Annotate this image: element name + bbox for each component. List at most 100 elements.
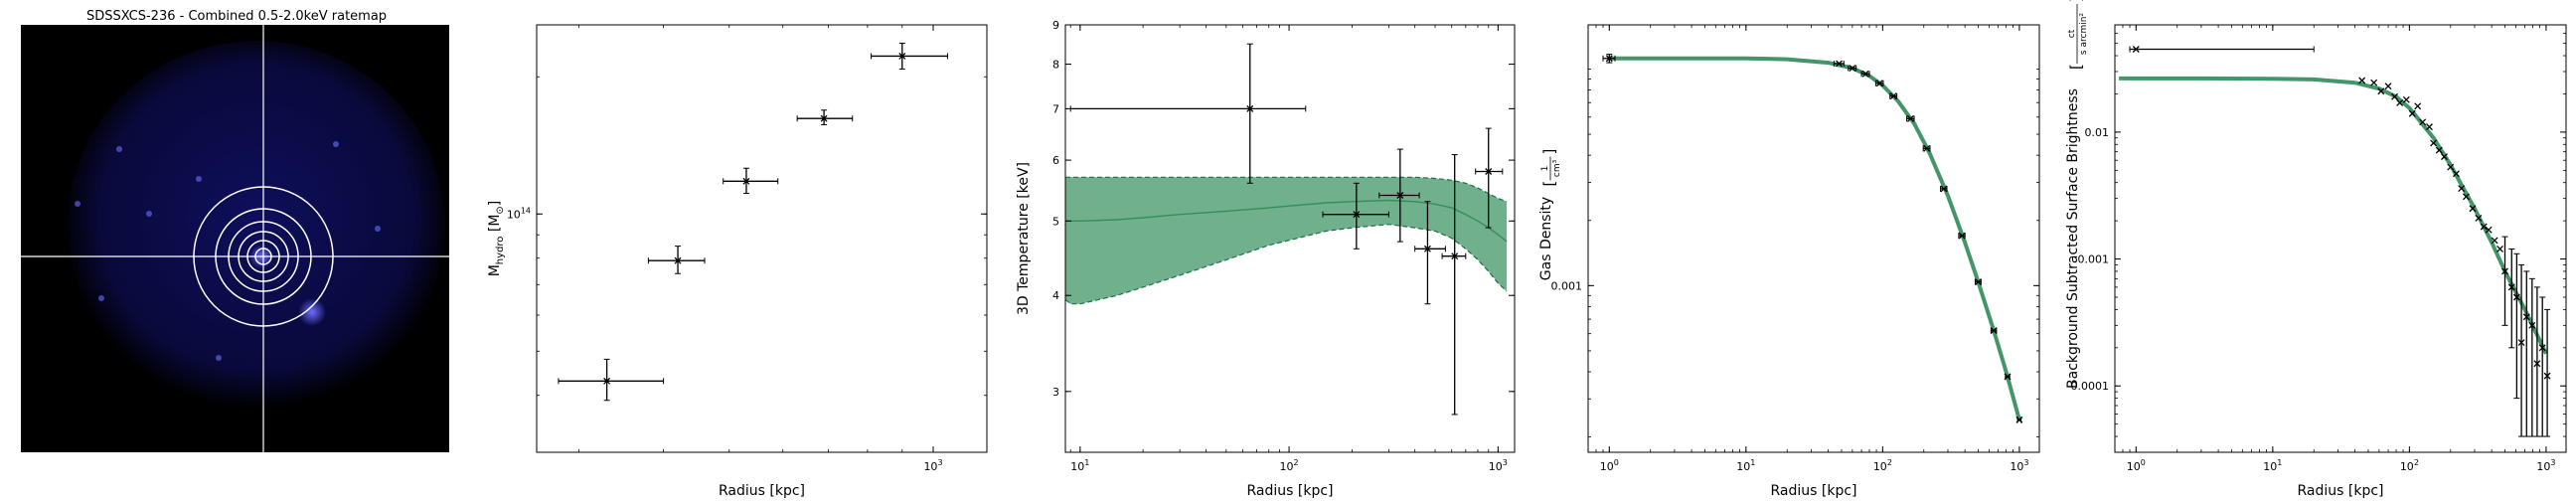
data-point [2419,118,2427,126]
data-point [2469,205,2477,213]
point-marker [1958,232,1966,240]
x-tick-base: 10 [1489,460,1503,473]
data-point [1475,127,1504,229]
x-tick-base: 10 [1070,460,1084,473]
point-marker [2507,283,2515,291]
point-marker [1396,192,1404,199]
y-tick-label: 8 [1052,59,1059,72]
data-point [2517,263,2525,437]
point-marker [2453,170,2460,178]
data-point [2512,252,2520,400]
data-point [2370,79,2378,86]
data-point [2462,193,2470,201]
ratemap-point-source [75,201,80,207]
x-axis-label: Radius [kpc] [1246,483,1333,499]
point-marker [2370,79,2378,86]
data-point [2480,223,2488,231]
data-point [2004,373,2012,381]
x-tick-base: 10 [2536,460,2550,473]
data-point [1833,60,1845,68]
x-tick-label: 101 [1070,458,1089,473]
data-point [1974,278,1982,286]
point-marker [1940,185,1948,193]
y-tick-exponent: 14 [521,206,531,215]
data-point [2358,77,2366,84]
x-axis-label: Radius [kpc] [2297,483,2383,499]
data-point [2528,277,2536,437]
data-point [796,109,854,125]
y-tick-label: 3 [1052,386,1059,399]
x-tick-label: 103 [923,458,942,473]
data-point [1874,80,1884,87]
y-label-text: Background Subtracted Surface Brightness [2065,88,2081,389]
data-point [558,358,665,402]
data-point [1922,144,1931,152]
y-axis-label: Background Subtracted Surface Brightness [2065,88,2081,389]
x-tick-base: 10 [2263,460,2277,473]
plot-area [1065,43,1508,416]
data-point [1906,114,1915,122]
point-marker [2501,267,2508,275]
x-axis-label: Radius [kpc] [719,483,805,499]
point-marker [2517,339,2525,346]
point-marker [2480,223,2488,231]
plot-frame [536,24,988,453]
x-tick-exponent: 3 [937,458,942,467]
data-point [2430,139,2438,147]
ratemap-point-source [333,141,339,147]
plot-area [1602,54,2023,423]
point-marker [2384,83,2392,90]
x-tick-label: 103 [2536,458,2555,473]
y-tick-base: 0.001 [1551,279,1583,292]
y-label-unit-fraction: [cts arcmin²] [2067,0,2089,70]
y-tick-label: 6 [1052,154,1059,167]
point-marker [1353,211,1361,219]
point-marker [2491,237,2498,245]
plot-area [558,42,948,402]
data-point [2015,416,2023,423]
y-tick-base: 10 [507,208,521,221]
point-marker [1990,327,1998,335]
y-tick-base: 3 [1052,386,1059,399]
x-tick-label: 102 [1280,458,1299,473]
point-marker [2512,293,2520,301]
y-unit-denominator: cm³ [1552,159,1562,177]
y-axis-label: 3D Temperature [keV] [1016,162,1032,315]
x-tick-base: 10 [923,460,937,473]
data-point [2491,237,2498,245]
plot-frame [1064,24,1516,453]
x-tick-exponent: 0 [2141,458,2146,467]
annulus [246,240,280,273]
ratemap-point-source [375,226,381,232]
point-marker [2469,205,2477,213]
data-point [2533,286,2541,437]
data-point [1860,70,1870,78]
y-label-subscript: hydro [495,237,506,265]
x-tick-label: 102 [2400,458,2419,473]
y-tick-label: 9 [1052,19,1059,32]
point-marker [2447,163,2455,171]
data-point [1378,148,1420,243]
x-tick-exponent: 1 [1750,458,1755,467]
y-label-text: 3D Temperature [keV] [1016,162,1032,315]
annulus [215,208,312,305]
point-marker [1423,245,1431,252]
point-marker [1485,168,1493,175]
y-tick-label: 0.0001 [2071,380,2110,393]
point-marker [2458,185,2466,193]
data-point [2475,214,2483,222]
data-point [2391,92,2398,100]
data-point [1441,154,1467,416]
point-marker [1836,60,1843,68]
x-tick-label: 100 [2127,458,2146,473]
point-marker [2015,416,2023,423]
point-marker [2485,226,2493,234]
ratemap-emission [68,41,445,409]
data-point [2414,102,2422,110]
data-point [2402,95,2410,103]
model-line [2119,76,2548,355]
point-marker [1923,144,1931,152]
y-tick-label: 5 [1052,215,1059,228]
x-tick-label: 100 [1600,458,1619,473]
